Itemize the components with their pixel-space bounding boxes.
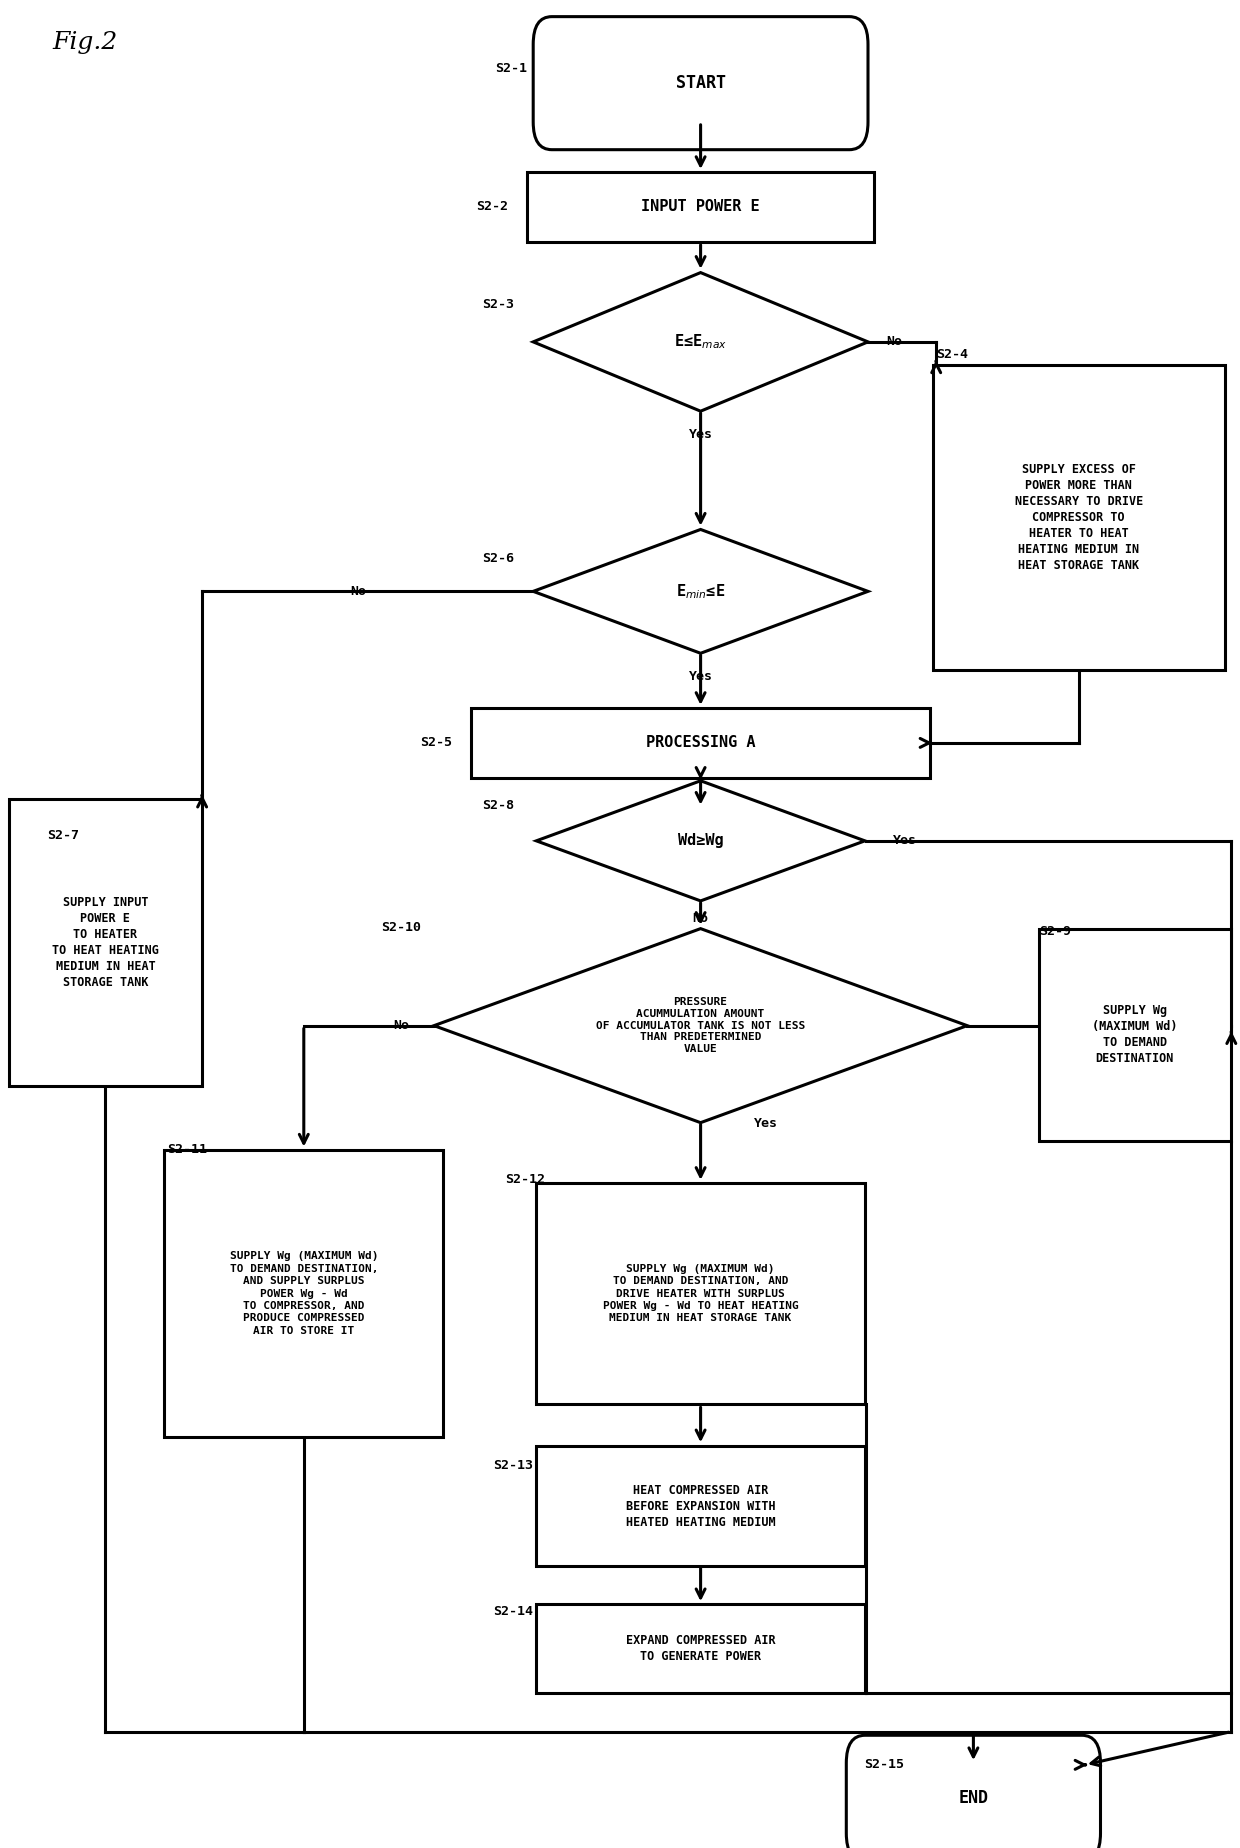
Text: S2-3: S2-3 bbox=[482, 298, 515, 312]
Text: S2-2: S2-2 bbox=[476, 200, 508, 214]
Text: HEAT COMPRESSED AIR
BEFORE EXPANSION WITH
HEATED HEATING MEDIUM: HEAT COMPRESSED AIR BEFORE EXPANSION WIT… bbox=[626, 1484, 775, 1528]
Polygon shape bbox=[533, 274, 868, 412]
Text: Yes: Yes bbox=[893, 833, 916, 848]
Text: S2-14: S2-14 bbox=[494, 1604, 533, 1619]
Text: E≤E$_{max}$: E≤E$_{max}$ bbox=[675, 333, 727, 351]
Text: SUPPLY Wg (MAXIMUM Wd)
TO DEMAND DESTINATION, AND
DRIVE HEATER WITH SURPLUS
POWE: SUPPLY Wg (MAXIMUM Wd) TO DEMAND DESTINA… bbox=[603, 1264, 799, 1323]
Text: S2-8: S2-8 bbox=[482, 798, 515, 813]
Bar bbox=[10, 798, 201, 1087]
Bar bbox=[1039, 928, 1230, 1140]
Text: EXPAND COMPRESSED AIR
TO GENERATE POWER: EXPAND COMPRESSED AIR TO GENERATE POWER bbox=[626, 1634, 775, 1663]
Bar bbox=[527, 172, 874, 242]
Text: S2-1: S2-1 bbox=[495, 61, 527, 76]
Text: S2-4: S2-4 bbox=[936, 347, 968, 362]
Text: INPUT POWER E: INPUT POWER E bbox=[641, 200, 760, 214]
Polygon shape bbox=[536, 780, 866, 900]
Text: S2-6: S2-6 bbox=[482, 551, 515, 565]
Text: Fig.2: Fig.2 bbox=[52, 31, 118, 54]
Bar bbox=[536, 1183, 866, 1404]
Text: No: No bbox=[693, 911, 708, 926]
Bar bbox=[164, 1149, 444, 1438]
Polygon shape bbox=[533, 529, 868, 652]
Text: S2-9: S2-9 bbox=[1039, 924, 1071, 939]
Bar bbox=[932, 366, 1225, 671]
Text: S2-11: S2-11 bbox=[167, 1142, 207, 1157]
Text: S2-12: S2-12 bbox=[506, 1172, 546, 1186]
Text: S2-13: S2-13 bbox=[494, 1458, 533, 1473]
Text: Yes: Yes bbox=[754, 1116, 777, 1131]
Text: No: No bbox=[887, 334, 903, 349]
Text: No: No bbox=[393, 1018, 409, 1033]
Text: START: START bbox=[676, 74, 725, 92]
Text: No: No bbox=[350, 584, 366, 599]
Text: S2-5: S2-5 bbox=[420, 736, 453, 750]
FancyBboxPatch shape bbox=[846, 1735, 1101, 1848]
Text: PROCESSING A: PROCESSING A bbox=[646, 736, 755, 750]
FancyBboxPatch shape bbox=[533, 17, 868, 150]
Text: END: END bbox=[959, 1789, 988, 1807]
Text: E$_{min}$≤E: E$_{min}$≤E bbox=[676, 582, 725, 601]
Text: PRESSURE
ACUMMULATION AMOUNT
OF ACCUMULATOR TANK IS NOT LESS
THAN PREDETERMINED
: PRESSURE ACUMMULATION AMOUNT OF ACCUMULA… bbox=[596, 998, 805, 1053]
Text: Wd≥Wg: Wd≥Wg bbox=[678, 833, 723, 848]
Bar bbox=[536, 1604, 866, 1693]
Bar bbox=[471, 708, 930, 778]
Text: SUPPLY EXCESS OF
POWER MORE THAN
NECESSARY TO DRIVE
COMPRESSOR TO
HEATER TO HEAT: SUPPLY EXCESS OF POWER MORE THAN NECESSA… bbox=[1014, 464, 1143, 571]
Text: SUPPLY INPUT
POWER E
TO HEATER
TO HEAT HEATING
MEDIUM IN HEAT
STORAGE TANK: SUPPLY INPUT POWER E TO HEATER TO HEAT H… bbox=[52, 896, 159, 989]
Text: SUPPLY Wg (MAXIMUM Wd)
TO DEMAND DESTINATION,
AND SUPPLY SURPLUS
POWER Wg - Wd
T: SUPPLY Wg (MAXIMUM Wd) TO DEMAND DESTINA… bbox=[229, 1251, 378, 1336]
Polygon shape bbox=[434, 928, 967, 1122]
Text: Yes: Yes bbox=[688, 669, 713, 684]
Bar bbox=[536, 1445, 866, 1567]
Text: S2-15: S2-15 bbox=[864, 1757, 904, 1772]
Text: SUPPLY Wg
(MAXIMUM Wd)
TO DEMAND
DESTINATION: SUPPLY Wg (MAXIMUM Wd) TO DEMAND DESTINA… bbox=[1092, 1003, 1177, 1066]
Text: S2-7: S2-7 bbox=[47, 828, 79, 843]
Text: Yes: Yes bbox=[688, 427, 713, 442]
Text: S2-10: S2-10 bbox=[382, 920, 422, 935]
